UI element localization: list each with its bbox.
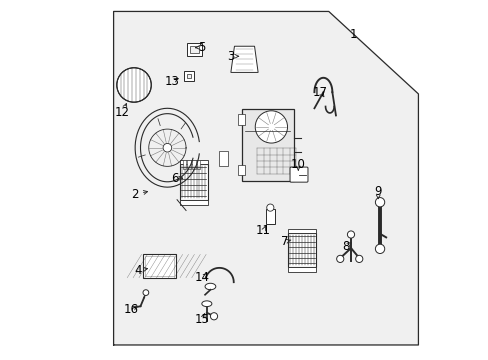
Text: 2: 2: [131, 188, 139, 201]
Bar: [143, 255, 175, 278]
Bar: [196, 160, 200, 169]
Polygon shape: [230, 46, 258, 72]
Circle shape: [210, 313, 217, 320]
Bar: [287, 267, 316, 273]
Text: 11: 11: [256, 224, 270, 238]
Text: 7: 7: [281, 235, 288, 248]
Bar: [241, 109, 293, 181]
Bar: [219, 151, 228, 166]
FancyBboxPatch shape: [289, 167, 307, 182]
Text: 5: 5: [197, 41, 205, 54]
Bar: [238, 165, 244, 175]
Text: 14: 14: [195, 271, 210, 284]
Text: 1: 1: [349, 28, 356, 41]
Polygon shape: [113, 12, 418, 345]
Text: 4: 4: [134, 264, 142, 277]
Bar: [183, 71, 194, 81]
Text: 12: 12: [115, 106, 130, 119]
Text: 10: 10: [290, 158, 305, 171]
Bar: [145, 256, 174, 276]
Circle shape: [266, 204, 273, 211]
Circle shape: [163, 143, 171, 152]
Bar: [183, 160, 186, 169]
Circle shape: [255, 111, 287, 143]
Bar: [265, 210, 274, 224]
Bar: [179, 159, 207, 164]
Bar: [179, 164, 207, 200]
Text: 3: 3: [227, 50, 234, 63]
Bar: [192, 160, 195, 169]
Bar: [187, 160, 191, 169]
Circle shape: [336, 255, 343, 262]
Circle shape: [355, 255, 362, 262]
Bar: [190, 45, 198, 53]
Text: 9: 9: [374, 185, 381, 198]
Bar: [186, 42, 202, 55]
Bar: [287, 229, 316, 233]
Text: 16: 16: [124, 303, 139, 316]
Text: 6: 6: [171, 172, 178, 185]
Circle shape: [346, 231, 354, 238]
Bar: [287, 233, 316, 267]
Text: 15: 15: [195, 312, 209, 326]
Circle shape: [375, 198, 384, 207]
Bar: [186, 74, 191, 78]
Ellipse shape: [202, 301, 211, 307]
Ellipse shape: [204, 283, 215, 290]
Text: 13: 13: [164, 75, 179, 88]
Text: 17: 17: [312, 86, 327, 99]
Circle shape: [117, 68, 151, 102]
Text: 8: 8: [342, 240, 349, 253]
Circle shape: [142, 290, 148, 296]
Bar: [238, 114, 244, 125]
Circle shape: [375, 244, 384, 253]
Bar: [179, 200, 207, 205]
